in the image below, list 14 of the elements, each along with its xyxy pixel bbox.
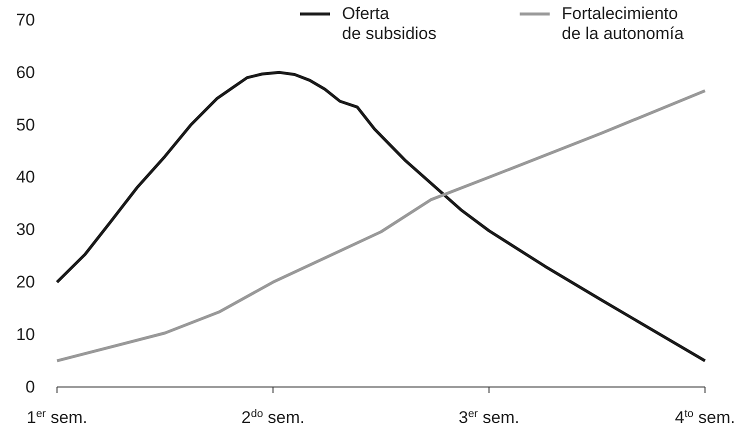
x-tick-label: 3$^{er}$ sem. (458, 408, 520, 427)
x-tick-label: 4$^{to}$ sem. (674, 408, 736, 427)
y-tick-label: 10 (16, 325, 35, 344)
y-tick-label: 40 (16, 168, 35, 187)
x-tick-label: 2$^{do}$ sem. (241, 408, 305, 427)
legend-label: Fortalecimiento de la autonomía (562, 4, 684, 43)
y-tick-label: 0 (26, 377, 35, 396)
legend-label: Oferta de subsidios (342, 4, 437, 43)
y-tick-label: 20 (16, 272, 35, 292)
y-tick-label: 70 (16, 10, 35, 30)
y-tick-label: 30 (16, 220, 35, 240)
y-tick-label: 50 (16, 115, 35, 134)
x-tick-label: 1$^{er}$ sem. (26, 408, 88, 427)
y-tick-label: 60 (16, 62, 35, 82)
